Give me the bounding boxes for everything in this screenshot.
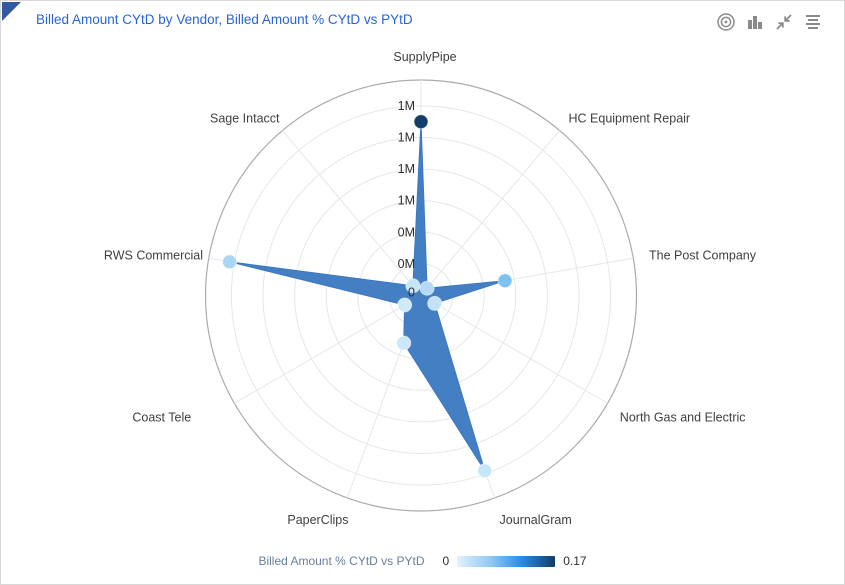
collapse-arrows-icon [774, 12, 794, 32]
radar-chart-view-button[interactable] [715, 11, 737, 33]
data-point-north-gas-and-electric[interactable] [427, 295, 443, 311]
data-point-journalgram[interactable] [477, 463, 493, 479]
radial-tick-label: 1M [398, 194, 415, 208]
data-point-coast-tele[interactable] [397, 297, 413, 313]
legend-max-value: 0.17 [563, 554, 587, 568]
radar-chart-view-icon [716, 12, 736, 32]
radial-tick-label: 0M [398, 257, 415, 271]
data-point-rws-commercial[interactable] [222, 254, 238, 270]
spoke-line [282, 130, 422, 296]
category-label-sage-intacct: Sage Intacct [210, 112, 280, 126]
data-point-sage-intacct[interactable] [405, 278, 421, 294]
category-label-supplypipe: SupplyPipe [393, 50, 456, 64]
category-label-rws-commercial: RWS Commercial [104, 249, 203, 263]
chart-title: Billed Amount CYtD by Vendor, Billed Amo… [36, 12, 413, 27]
data-point-supplypipe[interactable] [413, 114, 429, 130]
radial-tick-label: 0 [408, 286, 415, 300]
bar-chart-view-button[interactable] [744, 11, 766, 33]
category-label-paperclips: PaperClips [287, 513, 348, 527]
category-label-journalgram: JournalGram [500, 513, 572, 527]
data-point-the-post-company[interactable] [497, 273, 513, 289]
category-label-coast-tele: Coast Tele [132, 410, 191, 424]
data-point-hc-equipment-repair[interactable] [419, 280, 435, 296]
category-label-north-gas-and-electric: North Gas and Electric [620, 410, 746, 424]
radar-value-polygon [229, 121, 506, 471]
legend-label: Billed Amount % CYtD vs PYtD [258, 554, 425, 568]
spoke-line [234, 295, 422, 404]
radial-tick-label: 1M [398, 162, 415, 176]
radar-chart: 0 0M 0M 1M 1M 1M 1M SupplyPipe HC Equipment Repa… [104, 50, 757, 527]
spoke-line [420, 130, 560, 296]
legend-min-value: 0 [442, 554, 450, 568]
spoke-line [420, 295, 608, 404]
radial-tick-label: 1M [398, 131, 415, 145]
category-label-hc-equipment-repair: HC Equipment Repair [569, 112, 691, 126]
menu-icon [803, 12, 823, 32]
bar-chart-view-icon [745, 12, 765, 32]
radial-tick-label: 0M [398, 225, 415, 239]
legend-gradient-bar [457, 555, 556, 567]
radial-tick-label: 1M [398, 99, 415, 113]
category-label-the-post-company: The Post Company [649, 249, 757, 263]
corner-flag [2, 2, 21, 21]
chart-toolbar [715, 11, 824, 33]
color-legend: Billed Amount % CYtD vs PYtD 0 0.17 [1, 554, 844, 568]
data-point-paperclips[interactable] [396, 335, 412, 351]
menu-button[interactable] [802, 11, 824, 33]
collapse-button[interactable] [773, 11, 795, 33]
